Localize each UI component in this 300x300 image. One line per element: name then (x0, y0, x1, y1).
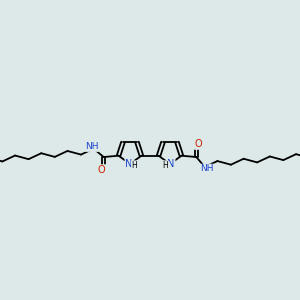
Text: NH: NH (85, 142, 98, 151)
Text: N: N (125, 159, 133, 169)
Text: O: O (194, 139, 202, 149)
Text: N: N (167, 159, 175, 169)
Text: H: H (132, 161, 137, 170)
Text: O: O (98, 165, 106, 175)
Text: H: H (163, 161, 168, 170)
Text: NH: NH (200, 164, 214, 173)
